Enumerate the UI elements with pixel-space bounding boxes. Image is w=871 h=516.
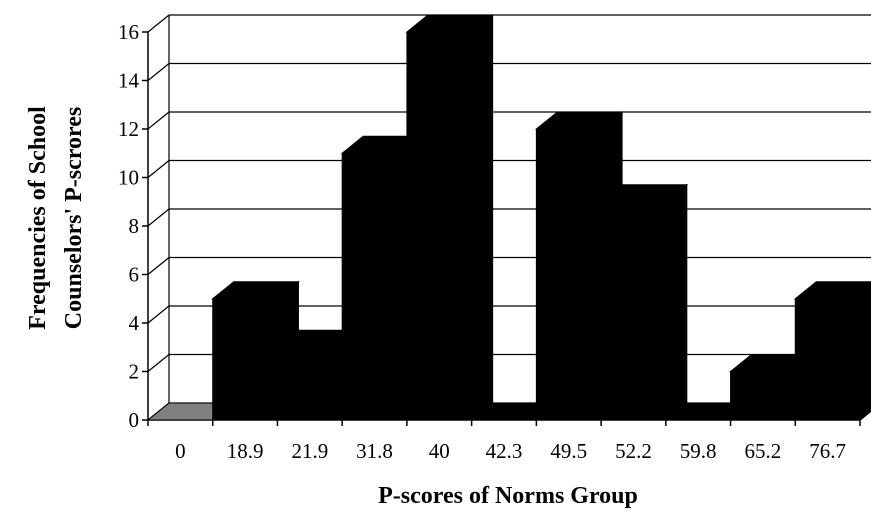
bar-40 (406, 31, 473, 421)
y-tick-label-14: 14 (118, 69, 140, 93)
x-tick-label-59.8: 59.8 (680, 439, 717, 463)
y-tick-label-16: 16 (118, 20, 139, 44)
y-axis-title-line-2: Counselors' P-scrores (61, 107, 87, 329)
x-tick-label-0: 0 (175, 439, 186, 463)
x-tick-label-65.2: 65.2 (745, 439, 782, 463)
y-tick-label-2: 2 (129, 360, 140, 384)
y-tick-label-8: 8 (129, 214, 140, 238)
y-axis-title-line-1: Frequencies of School (25, 106, 51, 330)
bar-49.5 (535, 128, 602, 421)
gridline-side-6 (147, 257, 170, 275)
bar-top-76.7 (793, 281, 871, 300)
gridline-side-14 (147, 63, 170, 81)
y-tick-label-4: 4 (129, 311, 140, 335)
y-tick-label-10: 10 (118, 166, 139, 190)
bar-31.8 (341, 152, 408, 421)
bar-side-40 (471, 13, 494, 422)
gridline-side-8 (147, 208, 170, 227)
y-tick-label-12: 12 (118, 117, 139, 141)
tick-labels: 0 2 4 6 8 10 12 14 16 0 18.9 21.9 31.8 40 42.3 49.5 52.2… (118, 20, 846, 463)
axis-titles: P-scores of Norms Group Frequencies of S… (25, 106, 638, 509)
gridline-side-2 (147, 354, 170, 372)
bar-side-52.2 (665, 183, 688, 422)
y-tick-label-6: 6 (129, 263, 140, 287)
bar-18.9 (212, 298, 278, 421)
gridline-side-16 (147, 14, 170, 33)
x-axis-title: P-scores of Norms Group (378, 483, 638, 509)
x-tick-label-42.3: 42.3 (486, 439, 523, 463)
bar-76.7 (794, 298, 861, 421)
x-tick-label-21.9: 21.9 (291, 439, 328, 463)
x-tick-label-52.2: 52.2 (615, 439, 652, 463)
x-tick-label-49.5: 49.5 (550, 439, 587, 463)
x-tick-label-18.9: 18.9 (227, 439, 264, 463)
bar-52.2 (600, 201, 667, 421)
bar-21.9 (276, 346, 343, 421)
gridline-side-4 (147, 305, 170, 324)
bar-65.2 (730, 371, 796, 421)
x-tick-label-31.8: 31.8 (356, 439, 393, 463)
gridline-side-10 (147, 160, 170, 178)
gridline-side-12 (147, 111, 170, 130)
y-tick-label-0: 0 (129, 408, 140, 432)
x-tick-label-40: 40 (429, 439, 450, 463)
bar-side-76.7 (859, 289, 871, 422)
x-tick-label-76.7: 76.7 (809, 439, 846, 463)
bars (146, 13, 871, 422)
